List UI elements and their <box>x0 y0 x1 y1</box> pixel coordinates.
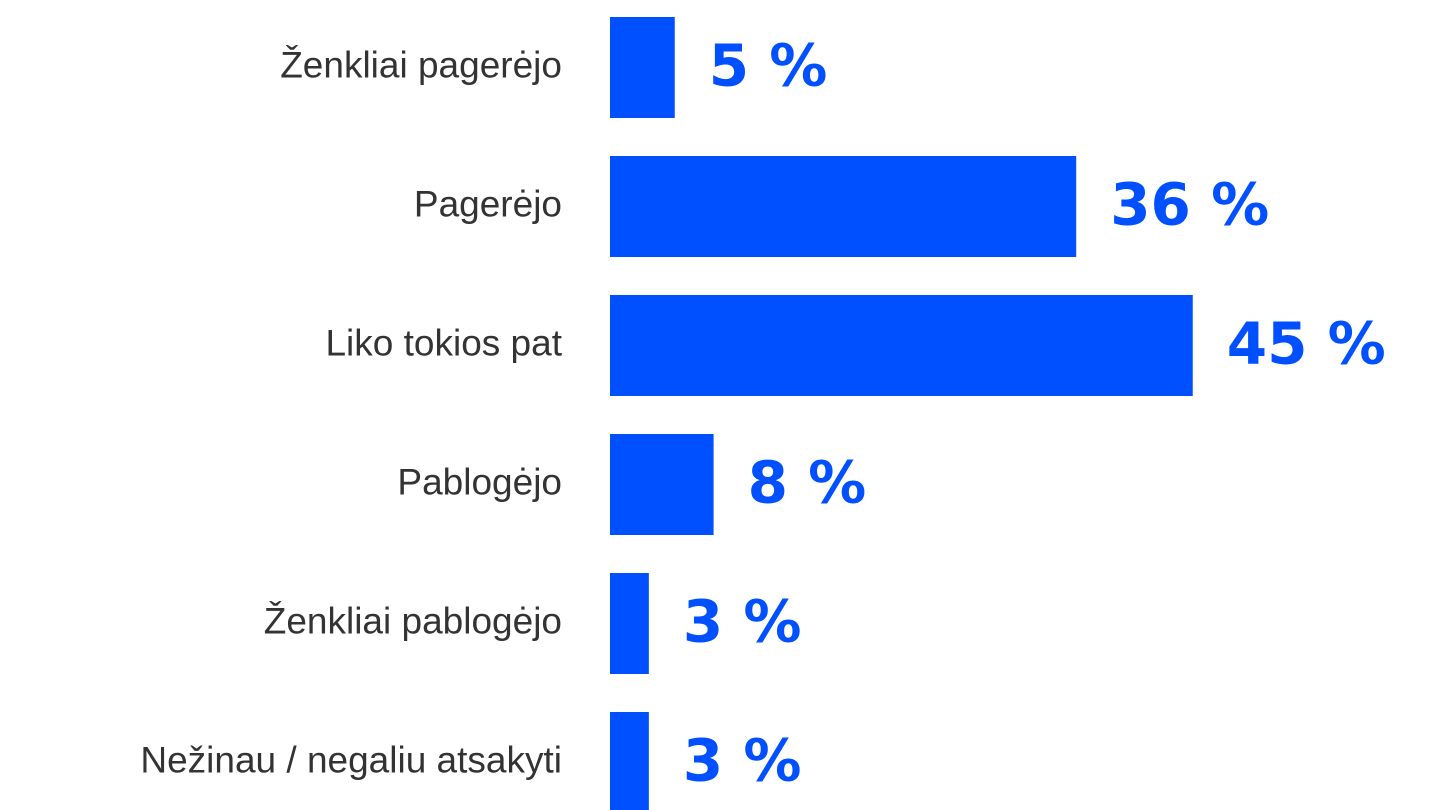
value-label: 3 % <box>683 588 802 656</box>
value-label: 5 % <box>709 32 828 100</box>
category-label: Nežinau / negaliu atsakyti <box>140 739 562 780</box>
bar <box>610 156 1077 257</box>
value-label: 8 % <box>748 449 867 517</box>
value-label: 3 % <box>683 727 802 795</box>
category-label: Ženkliai pagerėjo <box>280 44 562 85</box>
category-label: Pagerėjo <box>414 183 562 224</box>
category-label: Ženkliai pablogėjo <box>264 600 562 641</box>
bar <box>610 295 1193 396</box>
bar <box>610 434 714 535</box>
value-label: 45 % <box>1227 310 1386 378</box>
bar <box>610 17 675 118</box>
bar <box>610 573 649 674</box>
category-label: Pablogėjo <box>397 461 562 502</box>
value-label: 36 % <box>1110 171 1269 239</box>
category-label: Liko tokios pat <box>325 322 562 363</box>
bar <box>610 712 649 810</box>
